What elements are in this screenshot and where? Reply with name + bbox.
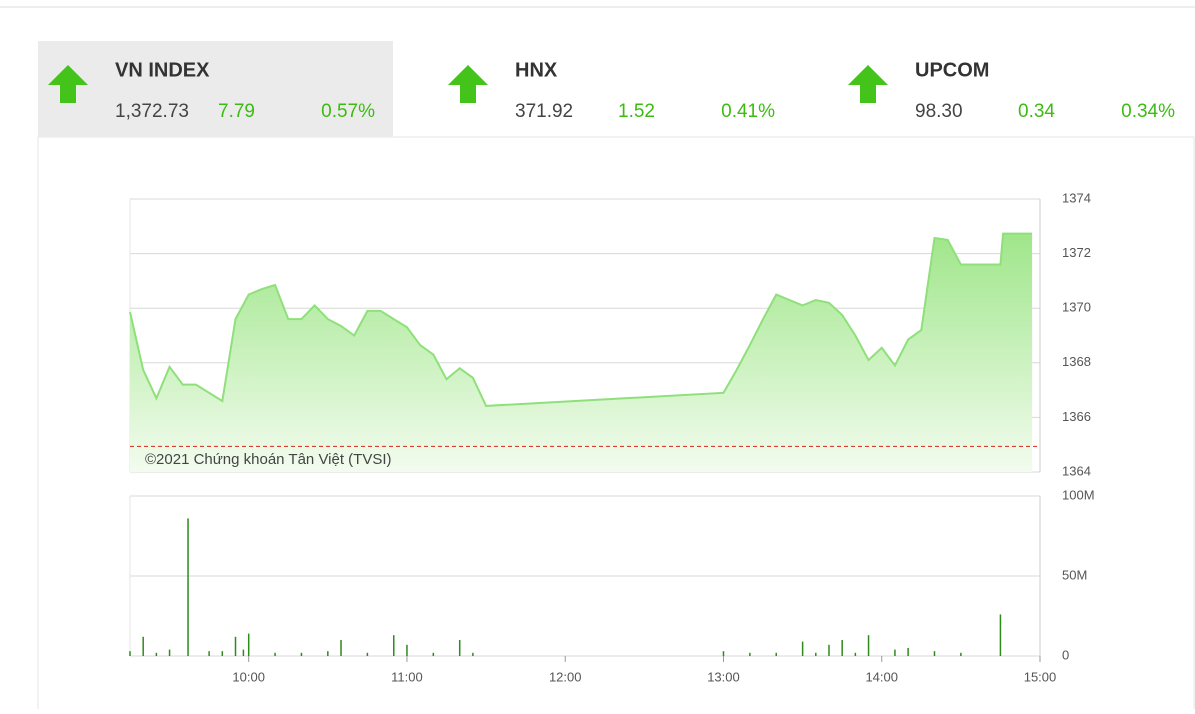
volume-bar: [327, 651, 329, 656]
index-tab[interactable]: [438, 41, 793, 137]
volume-bar: [432, 652, 435, 656]
x-tick-label: 13:00: [707, 669, 740, 684]
index-value: 98.30: [915, 101, 963, 122]
volume-bar: [168, 649, 171, 656]
x-tick-label: 10:00: [232, 669, 265, 684]
volume-bar: [274, 652, 276, 656]
y-tick-label: 1366: [1062, 409, 1091, 424]
volume-bar: [300, 652, 303, 656]
volume-bar: [801, 641, 804, 656]
index-name: VN INDEX: [115, 59, 210, 81]
index-value: 371.92: [515, 101, 573, 122]
y-tick-label: 1372: [1062, 245, 1091, 260]
index-change: 7.79: [218, 101, 255, 122]
volume-bar: [722, 651, 725, 656]
index-name: HNX: [515, 59, 558, 81]
volume-bar: [366, 652, 369, 656]
volume-bar: [208, 651, 210, 656]
volume-bar: [828, 644, 830, 656]
index-percent: 0.57%: [321, 101, 375, 122]
volume-bar: [907, 648, 909, 656]
x-tick-label: 15:00: [1024, 669, 1057, 684]
volume-bar: [187, 518, 189, 656]
x-tick-label: 12:00: [549, 669, 582, 684]
index-value: 1,372.73: [115, 101, 189, 122]
index-percent: 0.41%: [721, 101, 775, 122]
x-tick-label: 14:00: [865, 669, 898, 684]
volume-bar: [406, 644, 408, 656]
y-tick-label: 1368: [1062, 354, 1091, 369]
y-tick-label: 1364: [1062, 463, 1091, 478]
index-percent: 0.34%: [1121, 101, 1175, 122]
index-tab[interactable]: [838, 41, 1193, 137]
y-tick-label: 1370: [1062, 300, 1091, 315]
up-arrow: [48, 65, 88, 103]
volume-bar: [472, 652, 474, 656]
price-line: [129, 232, 1033, 407]
up-arrow: [448, 65, 488, 103]
volume-bar: [340, 640, 342, 656]
index-tab[interactable]: [38, 41, 393, 137]
volume-bar: [894, 649, 896, 656]
copyright: ©2021 Chứng khoán Tân Việt (TVSI): [145, 451, 392, 468]
volume-bar: [242, 649, 245, 656]
volume-bar: [999, 614, 1002, 656]
area-fill: [130, 233, 1033, 472]
y-tick-label: 50M: [1062, 567, 1087, 582]
index-change: 0.34: [1018, 101, 1055, 122]
volume-bar: [129, 651, 131, 656]
volume-bar: [841, 640, 843, 656]
volume-bar: [155, 652, 158, 656]
volume-bar: [393, 635, 395, 656]
volume-bar: [815, 652, 817, 656]
y-tick-label: 1374: [1062, 190, 1091, 205]
volume-bar: [867, 635, 870, 656]
index-change: 1.52: [618, 101, 655, 122]
y-tick-label: 0: [1062, 647, 1069, 662]
volume-bar: [221, 651, 224, 656]
selected-tab: [38, 41, 393, 137]
volume-bar: [247, 633, 250, 656]
volume-bar: [933, 651, 936, 656]
volume-bar: [458, 640, 461, 656]
x-tick-label: 11:00: [391, 669, 423, 684]
y-tick-label: 100M: [1062, 487, 1095, 502]
volume-bar: [854, 652, 857, 656]
volume-bar: [234, 636, 237, 656]
up-arrow: [848, 65, 888, 103]
volume-bar: [142, 636, 144, 656]
volume-bar: [960, 652, 962, 656]
volume-bar: [749, 652, 751, 656]
volume-bar: [775, 652, 777, 656]
index-name: UPCOM: [915, 59, 989, 81]
